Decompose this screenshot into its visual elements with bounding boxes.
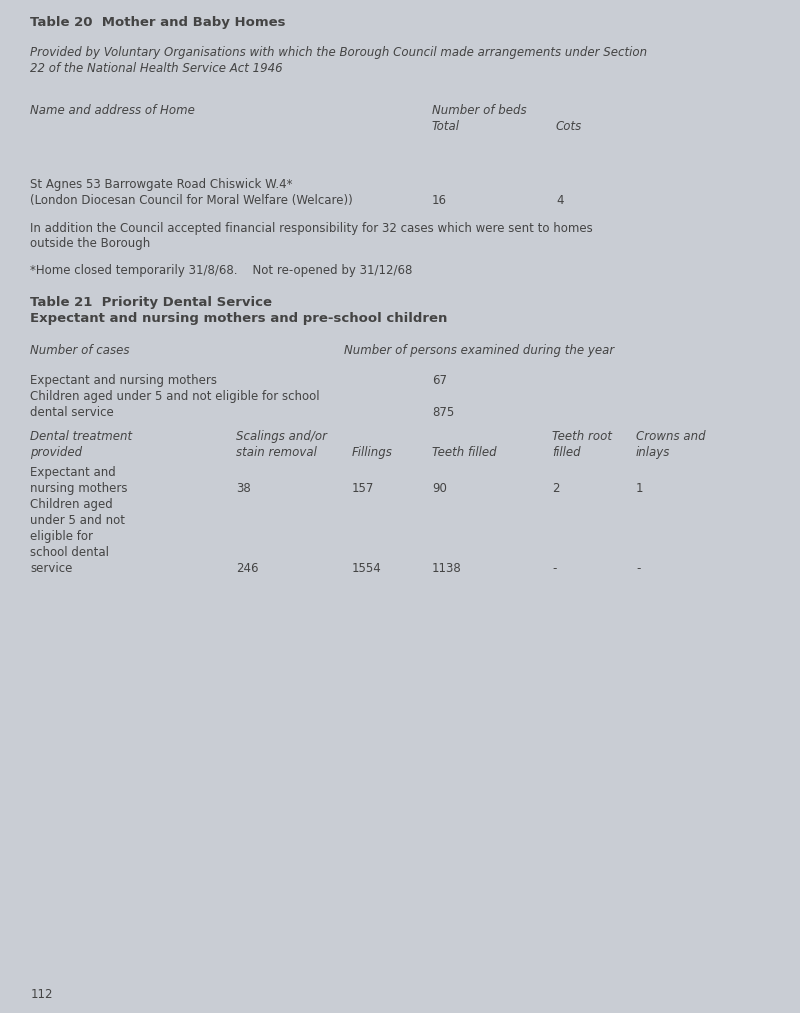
Text: 38: 38 bbox=[236, 482, 250, 495]
Text: inlays: inlays bbox=[636, 446, 670, 459]
Text: In addition the Council accepted financial responsibility for 32 cases which wer: In addition the Council accepted financi… bbox=[30, 222, 593, 235]
Text: Table 21  Priority Dental Service: Table 21 Priority Dental Service bbox=[30, 296, 272, 309]
Text: Teeth filled: Teeth filled bbox=[432, 446, 497, 459]
Text: Dental treatment: Dental treatment bbox=[30, 430, 133, 443]
Text: nursing mothers: nursing mothers bbox=[30, 482, 128, 495]
Text: Expectant and nursing mothers: Expectant and nursing mothers bbox=[30, 374, 218, 387]
Text: St Agnes 53 Barrowgate Road Chiswick W.4*: St Agnes 53 Barrowgate Road Chiswick W.4… bbox=[30, 178, 293, 191]
Text: 157: 157 bbox=[352, 482, 374, 495]
Text: Children aged under 5 and not eligible for school: Children aged under 5 and not eligible f… bbox=[30, 390, 320, 403]
Text: service: service bbox=[30, 562, 73, 575]
Text: 4: 4 bbox=[556, 194, 563, 207]
Text: dental service: dental service bbox=[30, 406, 114, 419]
Text: outside the Borough: outside the Borough bbox=[30, 237, 150, 250]
Text: 875: 875 bbox=[432, 406, 454, 419]
Text: Crowns and: Crowns and bbox=[636, 430, 706, 443]
Text: 1554: 1554 bbox=[352, 562, 382, 575]
Text: 1138: 1138 bbox=[432, 562, 462, 575]
Text: Scalings and/or: Scalings and/or bbox=[236, 430, 327, 443]
Text: 2: 2 bbox=[552, 482, 559, 495]
Text: Number of beds: Number of beds bbox=[432, 104, 526, 116]
Text: (London Diocesan Council for Moral Welfare (Welcare)): (London Diocesan Council for Moral Welfa… bbox=[30, 194, 353, 207]
Text: Expectant and: Expectant and bbox=[30, 466, 116, 479]
Text: -: - bbox=[552, 562, 556, 575]
Text: provided: provided bbox=[30, 446, 82, 459]
Text: -: - bbox=[636, 562, 640, 575]
Text: filled: filled bbox=[552, 446, 581, 459]
Text: 90: 90 bbox=[432, 482, 447, 495]
Text: stain removal: stain removal bbox=[236, 446, 317, 459]
Text: Table 20  Mother and Baby Homes: Table 20 Mother and Baby Homes bbox=[30, 16, 286, 29]
Text: Expectant and nursing mothers and pre-school children: Expectant and nursing mothers and pre-sc… bbox=[30, 312, 448, 325]
Text: school dental: school dental bbox=[30, 546, 110, 559]
Text: 112: 112 bbox=[30, 988, 53, 1001]
Text: 246: 246 bbox=[236, 562, 258, 575]
Text: Provided by Voluntary Organisations with which the Borough Council made arrangem: Provided by Voluntary Organisations with… bbox=[30, 46, 647, 59]
Text: 1: 1 bbox=[636, 482, 643, 495]
Text: Number of persons examined during the year: Number of persons examined during the ye… bbox=[344, 344, 614, 357]
Text: 67: 67 bbox=[432, 374, 447, 387]
Text: under 5 and not: under 5 and not bbox=[30, 514, 126, 527]
Text: Cots: Cots bbox=[556, 120, 582, 133]
Text: Teeth root: Teeth root bbox=[552, 430, 612, 443]
Text: 22 of the National Health Service Act 1946: 22 of the National Health Service Act 19… bbox=[30, 62, 283, 75]
Text: Total: Total bbox=[432, 120, 460, 133]
Text: Children aged: Children aged bbox=[30, 498, 113, 511]
Text: Name and address of Home: Name and address of Home bbox=[30, 104, 195, 116]
Text: *Home closed temporarily 31/8/68.    Not re-opened by 31/12/68: *Home closed temporarily 31/8/68. Not re… bbox=[30, 264, 413, 277]
Text: 16: 16 bbox=[432, 194, 447, 207]
Text: Fillings: Fillings bbox=[352, 446, 393, 459]
Text: eligible for: eligible for bbox=[30, 530, 94, 543]
Text: Number of cases: Number of cases bbox=[30, 344, 130, 357]
